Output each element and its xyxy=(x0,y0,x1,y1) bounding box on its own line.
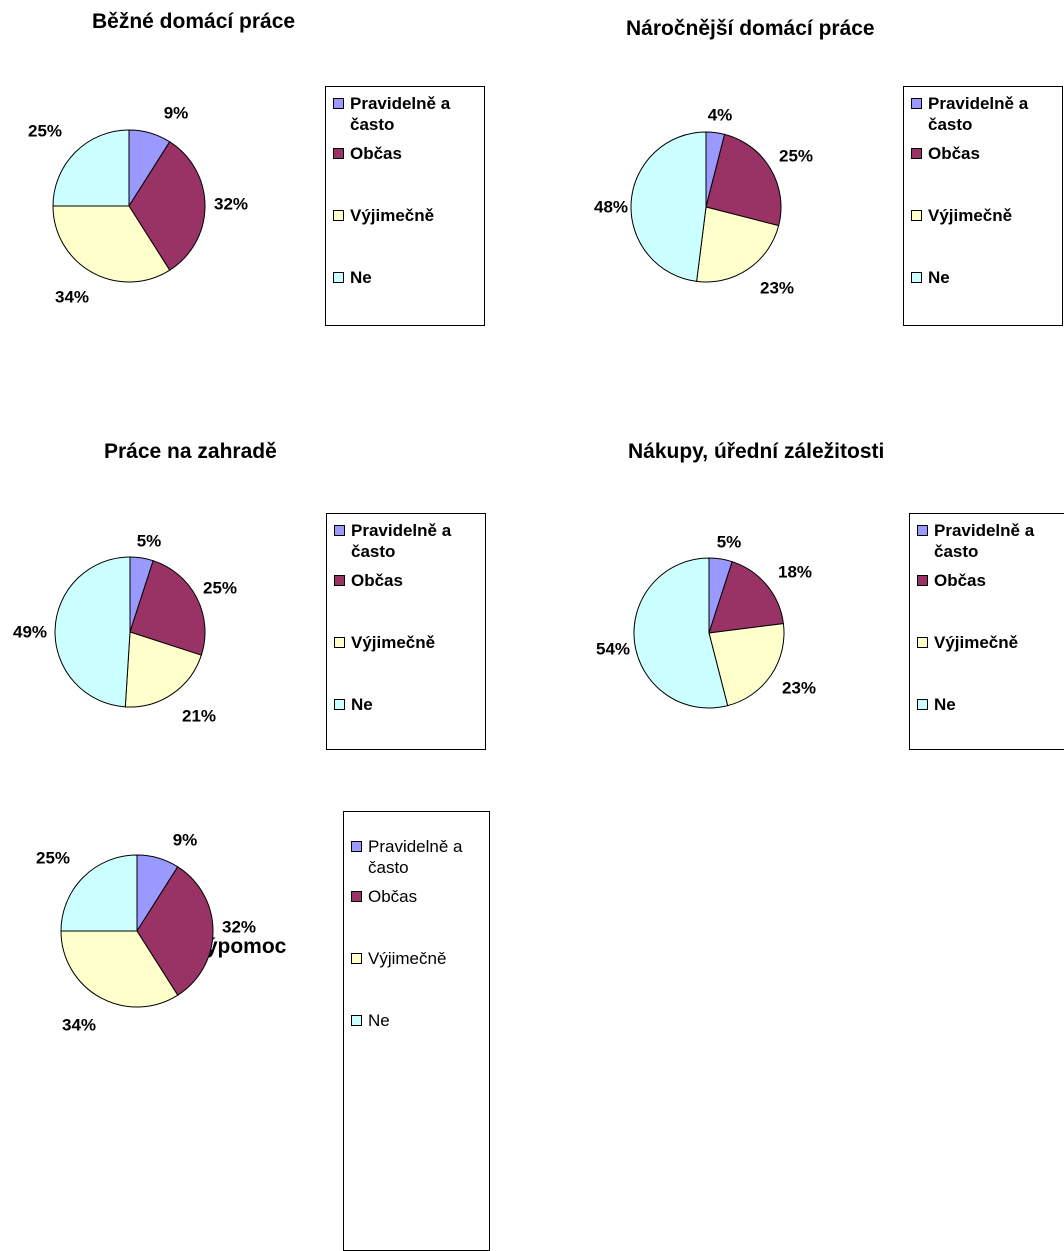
legend-label: Pravidelně a často xyxy=(368,837,463,877)
pie-slice-ne xyxy=(54,556,131,708)
data-label-ne: 48% xyxy=(594,198,628,217)
data-label-ne: 54% xyxy=(596,640,630,659)
legend-swatch xyxy=(334,699,345,710)
legend-label: Ne xyxy=(350,268,372,287)
chart-legend: Pravidelně a často Občas Výjimečně Ne xyxy=(343,811,490,1251)
legend-swatch xyxy=(911,210,922,221)
data-label-pravidelne-a-casto: 5% xyxy=(717,533,742,552)
data-label-vyjimecne: 23% xyxy=(760,279,794,298)
data-label-obcas: 25% xyxy=(203,579,237,598)
legend-swatch xyxy=(917,575,928,586)
pie-slice-ne xyxy=(52,129,130,207)
legend-swatch xyxy=(351,891,362,902)
legend-label: Občas xyxy=(928,144,980,163)
pie-slice-obcas xyxy=(128,141,206,271)
data-label-obcas: 32% xyxy=(222,918,256,937)
legend-label: Občas xyxy=(934,571,986,590)
pie-slice-vyjimecne xyxy=(60,930,179,1008)
data-label-pravidelne-a-casto: 5% xyxy=(137,532,162,551)
legend-label: Výjimečně xyxy=(368,949,447,968)
data-label-ne: 25% xyxy=(28,122,62,141)
pie-slice-obcas xyxy=(136,866,214,996)
legend-label: Ne xyxy=(928,268,950,287)
legend-swatch xyxy=(351,1015,362,1026)
data-label-vyjimecne: 34% xyxy=(55,288,89,307)
chart-title: Náročnější domácí práce xyxy=(626,17,875,40)
data-label-ne: 49% xyxy=(13,623,47,642)
legend-swatch xyxy=(334,525,345,536)
data-label-obcas: 25% xyxy=(779,147,813,166)
legend-label: Výjimečně xyxy=(350,206,435,225)
chart-title: Práce na zahradě xyxy=(104,440,277,463)
legend-swatch xyxy=(917,699,928,710)
legend-label: Pravidelně a často xyxy=(351,521,452,561)
chart-legend: Pravidelně a často Občas Výjimečně Ne xyxy=(903,86,1063,326)
pie-slice-vyjimecne xyxy=(696,206,780,283)
data-label-vyjimecne: 34% xyxy=(62,1016,96,1035)
legend-swatch xyxy=(333,210,344,221)
legend-swatch xyxy=(911,272,922,283)
legend-label: Občas xyxy=(350,144,402,163)
chart-legend: Pravidelně a často Občas Výjimečně Ne xyxy=(909,513,1064,750)
pie-slice-obcas xyxy=(129,560,206,656)
pie-slice-obcas xyxy=(708,561,784,634)
legend-label: Ne xyxy=(351,695,373,714)
data-label-pravidelne-a-casto: 9% xyxy=(173,831,198,850)
legend-label: Výjimečně xyxy=(351,633,436,652)
legend-swatch xyxy=(917,637,928,648)
legend-label: Ne xyxy=(934,695,956,714)
legend-label: Občas xyxy=(368,887,418,906)
legend-swatch xyxy=(334,575,345,586)
chart-legend: Pravidelně a často Občas Výjimečně Ne xyxy=(325,86,485,326)
legend-label: Výjimečně xyxy=(928,206,1013,225)
pie-slice-ne xyxy=(633,557,729,709)
chart-title: Nákupy, úřední záležitosti xyxy=(628,440,885,463)
legend-label: Výjimečně xyxy=(934,633,1019,652)
chart-title: Běžné domácí práce xyxy=(92,10,296,33)
pie-slice-obcas xyxy=(705,133,782,227)
legend-label: Pravidelně a často xyxy=(350,94,451,134)
legend-swatch xyxy=(333,148,344,159)
pie-slice-ne xyxy=(60,854,138,932)
legend-swatch xyxy=(351,841,362,852)
legend-swatch xyxy=(333,272,344,283)
data-label-ne: 25% xyxy=(36,849,70,868)
data-label-pravidelne-a-casto: 9% xyxy=(164,104,189,123)
legend-label: Občas xyxy=(351,571,403,590)
legend-swatch xyxy=(917,525,928,536)
legend-label: Pravidelně a často xyxy=(928,94,1029,134)
pie-slice-vyjimecne xyxy=(124,631,202,708)
legend-swatch xyxy=(911,148,922,159)
legend-swatch xyxy=(351,953,362,964)
legend-label: Ne xyxy=(368,1011,390,1030)
legend-swatch xyxy=(911,98,922,109)
pie-slice-vyjimecne xyxy=(708,623,785,707)
chart-legend: Pravidelně a často Občas Výjimečně Ne xyxy=(326,513,486,750)
data-label-pravidelne-a-casto: 4% xyxy=(708,106,733,125)
data-label-obcas: 18% xyxy=(778,563,812,582)
pie-slice-ne xyxy=(630,131,707,282)
legend-label: Pravidelně a často xyxy=(934,521,1035,561)
legend-swatch xyxy=(334,637,345,648)
data-label-vyjimecne: 21% xyxy=(182,707,216,726)
data-label-obcas: 32% xyxy=(214,195,248,214)
legend-swatch xyxy=(333,98,344,109)
data-label-vyjimecne: 23% xyxy=(782,679,816,698)
pie-slice-vyjimecne xyxy=(52,205,171,283)
